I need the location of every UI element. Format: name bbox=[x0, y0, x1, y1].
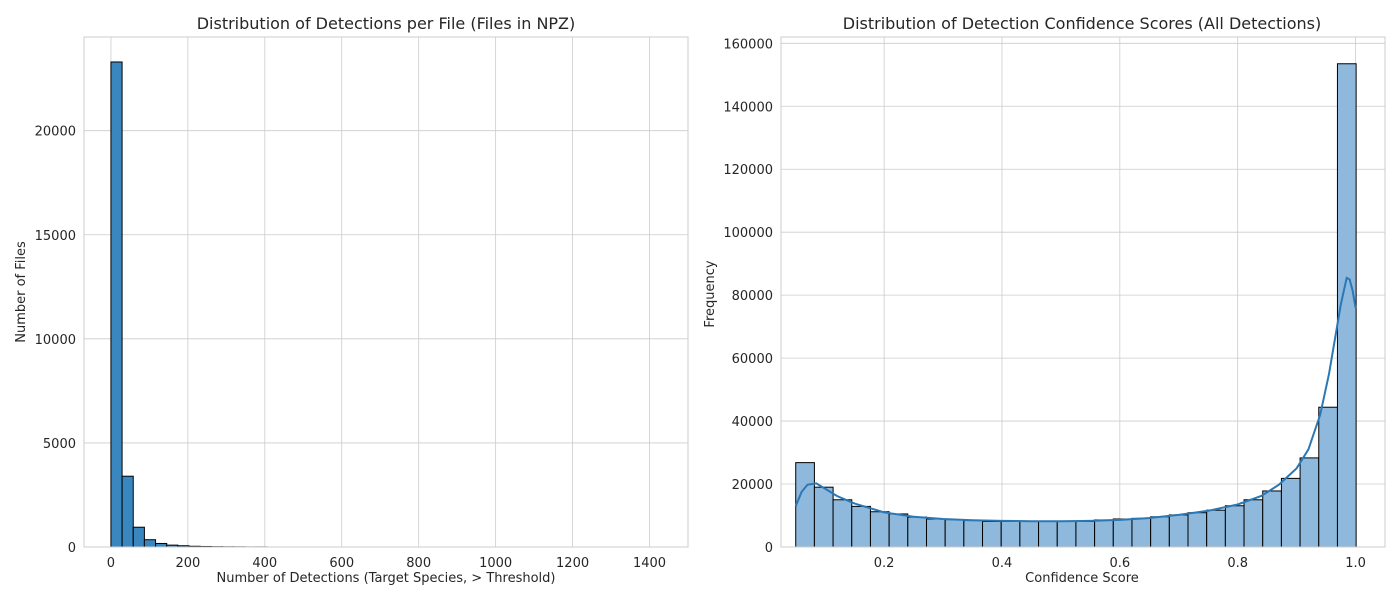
x-tick-label: 0 bbox=[107, 556, 115, 571]
x-tick-label: 400 bbox=[252, 556, 277, 571]
x-tick-label: 1400 bbox=[633, 556, 666, 571]
x-tick-labels: 0 200 400 600 800 1000 1200 1400 bbox=[107, 556, 666, 571]
histogram-bar bbox=[1168, 514, 1189, 548]
histogram-bar bbox=[1131, 517, 1152, 548]
histogram-bar bbox=[1206, 509, 1226, 548]
histogram-bar bbox=[110, 61, 123, 548]
histogram-bar bbox=[1056, 521, 1077, 548]
y-tick-label: 5000 bbox=[43, 437, 76, 452]
y-axis-label: Number of Files bbox=[14, 241, 29, 343]
y-tick-label: 15000 bbox=[35, 229, 76, 244]
chart-title: Distribution of Detections per File (Fil… bbox=[197, 14, 576, 33]
histogram-bars bbox=[110, 61, 268, 548]
histogram-bar bbox=[813, 486, 834, 548]
histogram-bar bbox=[1299, 457, 1320, 548]
x-tick-label: 0.8 bbox=[1227, 556, 1248, 571]
histogram-bar bbox=[795, 462, 815, 548]
histogram-bar bbox=[1318, 406, 1338, 548]
histogram-bar bbox=[982, 521, 1002, 548]
x-tick-label: 0.2 bbox=[874, 556, 895, 571]
histogram-bar bbox=[1019, 520, 1040, 548]
histogram-bar bbox=[143, 539, 157, 548]
x-axis-label: Number of Detections (Target Species, > … bbox=[217, 571, 556, 586]
x-axis-label: Confidence Score bbox=[1025, 571, 1139, 586]
y-tick-label: 20000 bbox=[732, 478, 773, 493]
y-tick-label: 20000 bbox=[35, 125, 76, 140]
histogram-bar bbox=[1150, 516, 1170, 548]
histogram-bar bbox=[132, 526, 145, 548]
histogram-bar bbox=[1224, 505, 1245, 548]
kde-curve bbox=[794, 276, 1357, 523]
x-tick-label: 1200 bbox=[556, 556, 589, 571]
x-tick-label: 600 bbox=[329, 556, 354, 571]
histogram-bar bbox=[1243, 499, 1264, 548]
plot-frame bbox=[83, 36, 689, 548]
histogram-bar bbox=[1000, 521, 1021, 548]
y-tick-label: 40000 bbox=[732, 415, 773, 430]
y-axis-label: Frequency bbox=[703, 260, 718, 327]
x-tick-label: 1.0 bbox=[1345, 556, 1366, 571]
histogram-bar bbox=[1262, 490, 1282, 548]
y-tick-label: 160000 bbox=[723, 37, 773, 52]
histogram-bar bbox=[1038, 521, 1058, 548]
grid-lines bbox=[84, 37, 688, 547]
histogram-bar bbox=[851, 505, 871, 548]
histogram-bar bbox=[121, 475, 134, 548]
x-tick-label: 0.4 bbox=[992, 556, 1013, 571]
x-tick-label: 1000 bbox=[479, 556, 512, 571]
y-tick-label: 60000 bbox=[732, 352, 773, 367]
y-tick-labels: 0 20000 40000 60000 80000 100000 120000 140000 1… bbox=[723, 37, 773, 556]
x-tick-labels: 0.2 0.4 0.6 0.8 1.0 bbox=[874, 556, 1366, 571]
histogram-bar bbox=[1280, 477, 1301, 548]
y-tick-label: 120000 bbox=[723, 163, 773, 178]
histogram-bar bbox=[1094, 519, 1114, 548]
histogram-bar bbox=[1187, 512, 1208, 548]
y-tick-label: 10000 bbox=[35, 333, 76, 348]
histogram-bar bbox=[155, 542, 168, 548]
histogram-bar bbox=[888, 513, 909, 548]
plot-frame bbox=[780, 36, 1386, 548]
histogram-bar bbox=[963, 520, 984, 548]
histogram-bar bbox=[1075, 521, 1096, 548]
x-tick-label: 0.6 bbox=[1109, 556, 1130, 571]
histogram-bar bbox=[1112, 518, 1133, 548]
detections-per-file-chart: Distribution of Detections per File (Fil… bbox=[14, 14, 689, 586]
histogram-bar bbox=[869, 511, 890, 548]
x-tick-label: 200 bbox=[175, 556, 200, 571]
histogram-bar bbox=[907, 516, 927, 548]
confidence-scores-chart: Distribution of Detection Confidence Sco… bbox=[703, 14, 1386, 586]
x-tick-label: 800 bbox=[406, 556, 431, 571]
histogram-bar bbox=[832, 499, 853, 548]
y-tick-label: 0 bbox=[68, 541, 76, 556]
y-tick-labels: 0 5000 10000 15000 20000 bbox=[35, 125, 76, 556]
y-tick-label: 0 bbox=[765, 541, 773, 556]
chart-title: Distribution of Detection Confidence Sco… bbox=[843, 14, 1322, 33]
histogram-bar bbox=[925, 518, 946, 548]
y-tick-label: 140000 bbox=[723, 100, 773, 115]
y-tick-label: 100000 bbox=[723, 226, 773, 241]
y-tick-label: 80000 bbox=[732, 289, 773, 304]
histogram-bar bbox=[944, 519, 965, 548]
